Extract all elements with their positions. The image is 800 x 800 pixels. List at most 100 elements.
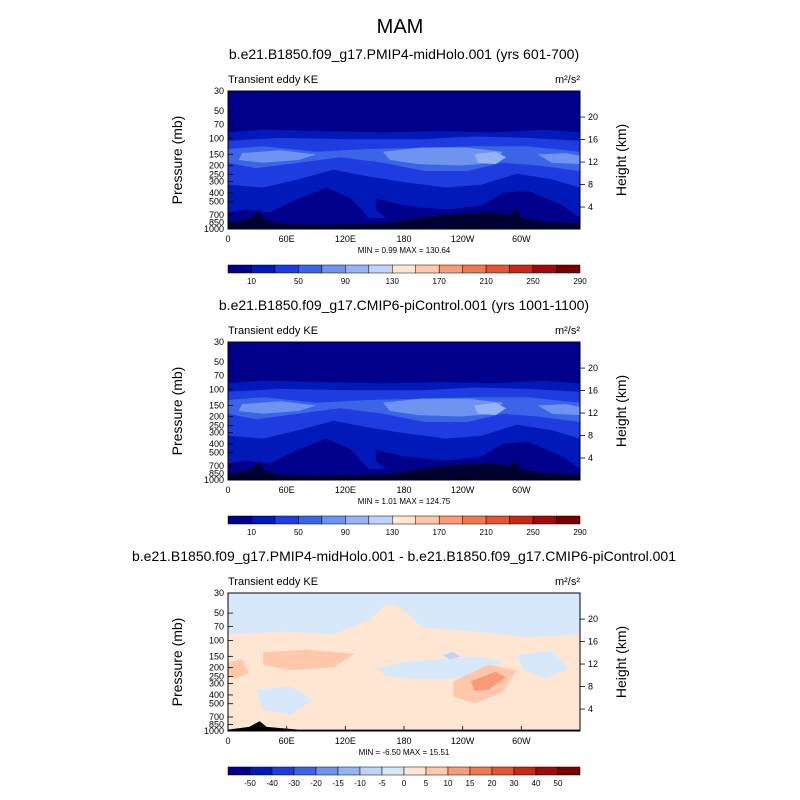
colorbar-swatch bbox=[485, 264, 510, 274]
lon-tick-label: 180 bbox=[396, 736, 411, 746]
pressure-tick-label: 500 bbox=[209, 699, 224, 709]
pressure-tick-label: 1000 bbox=[204, 475, 224, 485]
pressure-tick-label: 50 bbox=[214, 106, 224, 116]
colorbar-label: -50 bbox=[244, 779, 256, 788]
contour-level-4a bbox=[238, 401, 316, 414]
contour-field bbox=[228, 91, 580, 229]
colorbar-swatch bbox=[557, 766, 581, 776]
units-label: m²/s² bbox=[555, 325, 580, 337]
colorbar-swatch bbox=[368, 264, 393, 274]
height-tick-label: 4 bbox=[588, 704, 593, 714]
pressure-tick-label: 400 bbox=[209, 439, 224, 449]
colorbar-swatch bbox=[491, 766, 515, 776]
colorbar-swatch bbox=[485, 515, 510, 525]
contour-pos-1 bbox=[263, 649, 355, 671]
terrain-mask bbox=[228, 459, 580, 480]
pressure-tick-label: 700 bbox=[209, 712, 224, 722]
colorbar-label: 210 bbox=[479, 528, 493, 537]
colorbar-swatch bbox=[415, 264, 440, 274]
colorbar-label: 10 bbox=[444, 779, 453, 788]
colorbar-swatch bbox=[509, 515, 534, 525]
y2-axis-label: Height (km) bbox=[613, 375, 629, 447]
height-tick-label: 20 bbox=[588, 112, 598, 122]
chart-panel-2: b.e21.B1850.f09_g17.CMIP6-piControl.001 … bbox=[169, 297, 629, 537]
panel-title: b.e21.B1850.f09_g17.PMIP4-midHolo.001 (y… bbox=[229, 46, 579, 62]
colorbar-label: 290 bbox=[573, 277, 587, 286]
contour-level-4c bbox=[537, 153, 580, 165]
height-tick-label: 12 bbox=[588, 659, 598, 669]
y2-axis-label: Height (km) bbox=[613, 124, 629, 196]
colorbar-label: 130 bbox=[386, 528, 400, 537]
pressure-tick-label: 850 bbox=[209, 218, 224, 228]
panels: b.e21.B1850.f09_g17.PMIP4-midHolo.001 (y… bbox=[132, 46, 676, 788]
lon-tick-label: 120W bbox=[451, 234, 475, 244]
colorbar-label: 40 bbox=[532, 779, 541, 788]
pressure-tick-label: 100 bbox=[209, 384, 224, 394]
colorbar-swatch bbox=[509, 264, 534, 274]
lon-tick-label: 60W bbox=[512, 234, 531, 244]
stats-label: MIN = -6.50 MAX = 15.51 bbox=[359, 748, 450, 757]
pressure-tick-label: 1000 bbox=[204, 726, 224, 736]
contour-level-4c bbox=[537, 404, 580, 416]
colorbar-label: 50 bbox=[554, 779, 563, 788]
pressure-tick-label: 100 bbox=[209, 635, 224, 645]
stats-label: MIN = 1.01 MAX = 124.75 bbox=[358, 497, 451, 506]
contour-neg-peak bbox=[442, 652, 461, 660]
panel-title: b.e21.B1850.f09_g17.CMIP6-piControl.001 … bbox=[219, 297, 589, 313]
height-tick-label: 8 bbox=[588, 431, 593, 441]
pressure-tick-label: 250 bbox=[209, 671, 224, 681]
pressure-tick-label: 30 bbox=[214, 337, 224, 347]
colorbar-swatch bbox=[368, 515, 393, 525]
colorbar-swatch bbox=[532, 515, 557, 525]
page-title: MAM bbox=[377, 16, 424, 38]
colorbar-swatch bbox=[359, 766, 383, 776]
y-axis-label: Pressure (mb) bbox=[169, 367, 185, 456]
pressure-tick-label: 700 bbox=[209, 210, 224, 220]
colorbar-label: -10 bbox=[354, 779, 366, 788]
lon-tick-label: 0 bbox=[225, 485, 230, 495]
colorbar-swatch bbox=[337, 766, 361, 776]
lon-tick-label: 60E bbox=[279, 736, 295, 746]
colorbar-label: 290 bbox=[573, 528, 587, 537]
contour-level-5 bbox=[474, 402, 507, 416]
colorbar-swatch bbox=[227, 766, 251, 776]
colorbar-label: 50 bbox=[294, 277, 303, 286]
y2-axis-label: Height (km) bbox=[613, 626, 629, 698]
colorbar-swatch bbox=[425, 766, 449, 776]
colorbar-label: 210 bbox=[479, 277, 493, 286]
colorbar-swatch bbox=[227, 264, 252, 274]
y-axis-label: Pressure (mb) bbox=[169, 116, 185, 205]
colorbar-swatch bbox=[274, 515, 299, 525]
contour-pos-4 bbox=[470, 671, 507, 691]
contour-level-4b bbox=[382, 147, 503, 166]
chart-panel-3: b.e21.B1850.f09_g17.PMIP4-midHolo.001 - … bbox=[132, 548, 676, 788]
pressure-tick-label: 850 bbox=[209, 469, 224, 479]
pressure-tick-label: 850 bbox=[209, 720, 224, 730]
colorbar-swatch bbox=[438, 515, 463, 525]
colorbar-label: 250 bbox=[526, 277, 540, 286]
height-tick-label: 12 bbox=[588, 408, 598, 418]
lon-tick-label: 120E bbox=[335, 485, 356, 495]
colorbar-swatch bbox=[315, 766, 339, 776]
pressure-tick-label: 70 bbox=[214, 119, 224, 129]
pressure-tick-label: 400 bbox=[209, 690, 224, 700]
colorbar-label: 10 bbox=[247, 528, 256, 537]
lon-tick-label: 180 bbox=[396, 234, 411, 244]
pressure-tick-label: 100 bbox=[209, 133, 224, 143]
pressure-tick-label: 70 bbox=[214, 370, 224, 380]
pressure-tick-label: 300 bbox=[209, 679, 224, 689]
colorbar-label: -40 bbox=[266, 779, 278, 788]
contour-field bbox=[228, 342, 580, 480]
left-label: Transient eddy KE bbox=[228, 74, 318, 86]
colorbar-label: -15 bbox=[332, 779, 344, 788]
colorbar-label: 170 bbox=[433, 528, 447, 537]
height-tick-label: 16 bbox=[588, 386, 598, 396]
lon-tick-label: 120W bbox=[451, 736, 475, 746]
panel-title: b.e21.B1850.f09_g17.PMIP4-midHolo.001 - … bbox=[132, 548, 676, 564]
stats-label: MIN = 0.99 MAX = 130.64 bbox=[358, 246, 451, 255]
colorbar-label: 90 bbox=[341, 528, 350, 537]
lon-tick-label: 120W bbox=[451, 485, 475, 495]
left-label: Transient eddy KE bbox=[228, 325, 318, 337]
pressure-tick-label: 150 bbox=[209, 651, 224, 661]
